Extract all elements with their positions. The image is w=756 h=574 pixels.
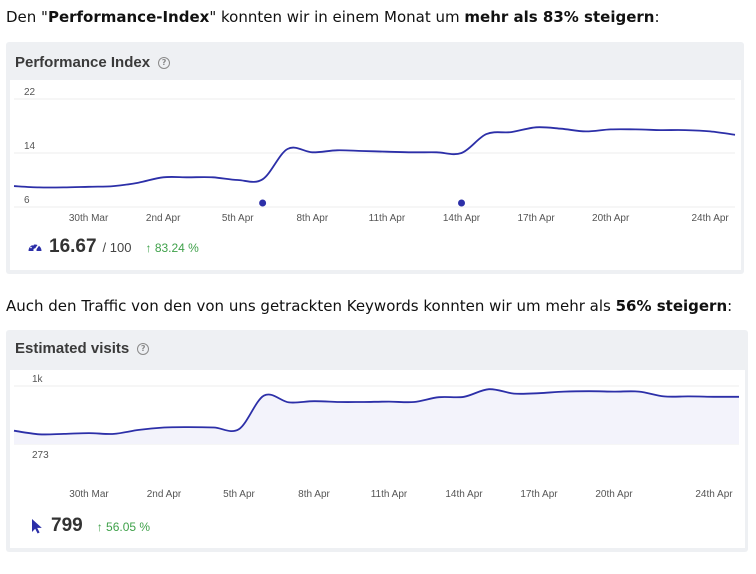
intro-text: : <box>727 297 733 315</box>
arrow-up-icon: ↑ <box>96 520 103 534</box>
x-tick-label: 14th Apr <box>443 213 481 224</box>
estimated-visits-card: Estimated visits ? 273 1k 30th Mar 2nd Apr 5… <box>6 330 748 552</box>
arrow-up-icon: ↑ <box>145 241 152 255</box>
visits-metric: 799 ↑ 56.05 % <box>29 515 150 537</box>
y-tick-label: 273 <box>32 450 49 461</box>
question-circle-icon[interactable]: ? <box>137 342 150 355</box>
performance-metric: 16.67 / 100 ↑ 83.24 % <box>27 236 199 258</box>
performance-max: / 100 <box>102 240 132 255</box>
x-tick-label: 2nd Apr <box>147 489 182 500</box>
series-line <box>13 126 736 189</box>
x-tick-label: 8th Apr <box>298 489 330 500</box>
visits-value: 799 <box>51 515 83 536</box>
x-tick-label: 11th Apr <box>369 213 406 224</box>
series-area <box>14 389 739 444</box>
intro-paragraph-performance: Den "Performance-Index" konnten wir in e… <box>6 8 660 26</box>
intro-text: Auch den Traffic von den von uns getrack… <box>6 297 616 315</box>
x-tick-label: 20th Apr <box>595 489 633 500</box>
intro-bold-text: 56% steigern <box>615 297 728 315</box>
performance-change: ↑ 83.24 % <box>145 241 198 255</box>
x-tick-label: 5th Apr <box>222 213 254 224</box>
y-tick-label: 6 <box>24 195 30 206</box>
x-tick-label: 17th Apr <box>517 213 555 224</box>
visits-change-value: 56.05 % <box>106 520 151 534</box>
performance-change-value: 83.24 % <box>154 241 199 255</box>
series-line <box>13 388 739 436</box>
speedometer-icon <box>28 244 42 252</box>
x-tick-label: 11th Apr <box>371 489 408 500</box>
x-tick-label: 17th Apr <box>520 489 558 500</box>
x-tick-label: 2nd Apr <box>146 213 181 224</box>
visits-change: ↑ 56.05 % <box>97 520 150 534</box>
card-title-row: Performance Index ? <box>15 54 171 71</box>
x-tick-label: 30th Mar <box>69 489 109 500</box>
question-circle-icon[interactable]: ? <box>158 56 171 69</box>
cursor-icon <box>32 519 42 534</box>
event-marker <box>458 199 466 207</box>
x-tick-label: 8th Apr <box>296 213 328 224</box>
x-tick-label: 30th Mar <box>69 213 109 224</box>
intro-bold-text: Performance-Index <box>47 8 210 26</box>
intro-bold-text: mehr als 83% steigern <box>464 8 655 26</box>
y-tick-label: 22 <box>24 87 36 98</box>
card-title: Performance Index <box>15 54 151 71</box>
x-tick-label: 24th Apr <box>695 489 733 500</box>
performance-chart-panel: 6 14 22 30th Mar 2nd Apr 5th Apr 8th Apr 11th A… <box>10 80 741 270</box>
visits-chart-panel: 273 1k 30th Mar 2nd Apr 5th Apr 8th Apr 11th A… <box>10 370 745 548</box>
x-tick-label: 24th Apr <box>692 213 730 224</box>
event-marker <box>259 199 267 207</box>
x-tick-label: 5th Apr <box>223 489 255 500</box>
y-tick-label: 1k <box>32 374 44 385</box>
intro-text: : <box>654 8 660 26</box>
performance-index-card: Performance Index ? 6 14 22 30th Mar 2nd Apr… <box>6 42 744 274</box>
y-tick-label: 14 <box>24 141 36 152</box>
performance-value: 16.67 <box>49 236 97 257</box>
x-tick-label: 20th Apr <box>592 213 630 224</box>
estimated-visits-chart: 273 1k 30th Mar 2nd Apr 5th Apr 8th Apr 11th A… <box>13 374 739 500</box>
card-title: Estimated visits <box>15 340 130 357</box>
card-title-row: Estimated visits ? <box>15 340 150 357</box>
intro-paragraph-traffic: Auch den Traffic von den von uns getrack… <box>6 297 732 315</box>
intro-text: Den " <box>6 8 48 26</box>
x-tick-label: 14th Apr <box>445 489 483 500</box>
intro-text: " konnten wir in einem Monat um <box>209 8 465 26</box>
performance-index-chart: 6 14 22 30th Mar 2nd Apr 5th Apr 8th Apr 11th A… <box>13 87 736 224</box>
